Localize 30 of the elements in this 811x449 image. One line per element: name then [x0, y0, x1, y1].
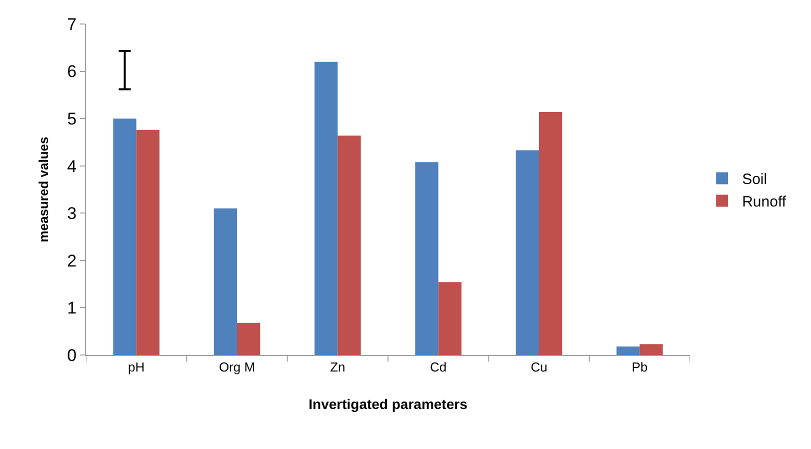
y-tick-label: 4: [67, 156, 77, 176]
x-tick-label: Cd: [430, 360, 447, 375]
legend-label: Soil: [742, 171, 768, 188]
y-tick-label: 7: [67, 14, 77, 34]
bar: [616, 346, 640, 355]
bar: [640, 344, 663, 355]
bar: [415, 162, 438, 355]
y-tick-label: 2: [67, 251, 77, 270]
x-tick-label: Pb: [632, 360, 648, 375]
x-tick-label: Org M: [218, 360, 256, 375]
y-tick-label: 5: [67, 110, 77, 129]
x-tick-label: Zn: [330, 360, 346, 375]
y-axis-title: measured values: [36, 136, 52, 242]
bar: [516, 150, 539, 355]
bar: [539, 112, 562, 355]
bar: [438, 282, 462, 355]
y-tick-label: 6: [67, 62, 77, 82]
y-tick-label: 3: [67, 204, 77, 224]
x-axis-title: Invertigated parameters: [308, 396, 468, 412]
y-tick-label: 1: [67, 298, 77, 318]
bar: [136, 130, 160, 355]
bar: [314, 62, 338, 355]
legend-label: Runoff: [742, 194, 787, 211]
x-tick-label: Cu: [530, 360, 548, 375]
y-tick-label: 0: [67, 346, 77, 365]
bar: [113, 118, 136, 355]
x-tick-label: pH: [128, 360, 145, 375]
bar: [237, 322, 260, 355]
bar: [214, 208, 237, 355]
bar: [338, 136, 361, 355]
